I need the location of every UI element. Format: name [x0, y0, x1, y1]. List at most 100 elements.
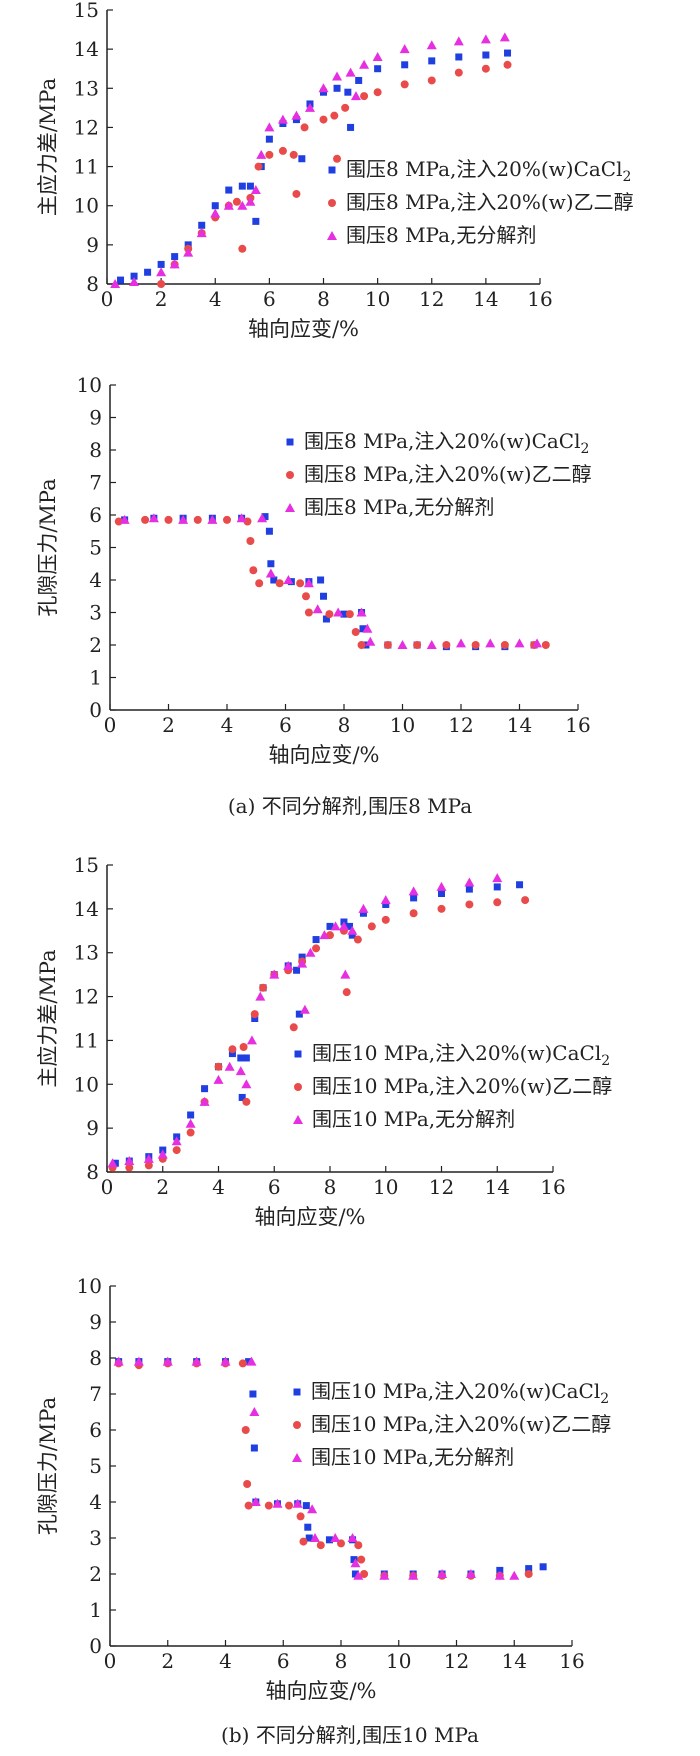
data-point	[303, 578, 314, 588]
data-point	[350, 1558, 361, 1568]
x-tick-label: 14	[502, 1649, 527, 1673]
x-tick-label: 16	[565, 713, 590, 737]
y-tick-label: 7	[89, 1382, 102, 1406]
data-point	[342, 988, 351, 997]
data-point	[255, 579, 264, 588]
y-tick-label: 8	[86, 272, 99, 296]
data-point	[442, 641, 451, 649]
data-point	[238, 244, 247, 253]
data-point	[437, 1569, 448, 1578]
caption-a: (a) 不同分解剂,围压8 MPa	[228, 794, 472, 818]
data-point	[333, 84, 341, 92]
data-point	[381, 915, 390, 924]
y-tick-label: 15	[74, 853, 99, 877]
x-tick-label: 4	[209, 287, 222, 311]
data-point	[246, 1035, 257, 1045]
data-point	[480, 34, 491, 44]
x-tick-label: 2	[162, 713, 175, 737]
y-tick-label: 3	[89, 601, 102, 625]
data-point	[249, 1407, 260, 1416]
data-point	[267, 560, 275, 568]
legend-label: 围压10 MPa,注入20%(w)CaCl2	[311, 1379, 609, 1407]
charts-group: 0 2 4 6 8 10 12 14 1689101112131415轴向应变/%主应力差/MP…	[36, 0, 634, 1703]
data-point	[456, 638, 466, 648]
y-tick-label: 10	[74, 194, 99, 218]
data-point	[289, 150, 298, 159]
data-point	[345, 67, 356, 77]
legend-marker	[285, 503, 295, 512]
data-point	[436, 881, 447, 891]
x-tick-label: 8	[317, 287, 330, 311]
data-point	[172, 1146, 181, 1155]
y-tick-label: 6	[89, 503, 102, 527]
data-point	[237, 1054, 245, 1062]
data-point	[408, 1570, 419, 1580]
data-point	[250, 1010, 259, 1019]
data-point	[500, 641, 509, 649]
y-tick-label: 12	[74, 115, 99, 139]
x-tick-label: 12	[429, 1175, 454, 1199]
series-none	[119, 513, 543, 649]
y-tick-label: 10	[77, 1274, 102, 1298]
data-point	[413, 641, 422, 649]
data-point	[354, 1541, 363, 1550]
data-point	[541, 641, 550, 649]
data-point	[304, 608, 313, 617]
data-point	[278, 146, 287, 155]
data-point	[408, 886, 419, 896]
data-point	[107, 1158, 118, 1168]
data-point	[464, 877, 475, 887]
legend-marker	[294, 1083, 302, 1091]
data-point	[251, 1015, 259, 1022]
data-point	[110, 279, 121, 288]
legend-label: 围压10 MPa,注入20%(w)CaCl2	[312, 1041, 610, 1069]
data-point	[358, 903, 369, 913]
legend-label: 围压8 MPa,无分解剂	[346, 223, 536, 247]
y-tick-label: 5	[89, 536, 102, 560]
data-point	[171, 1136, 182, 1146]
data-point	[465, 885, 473, 893]
data-point	[298, 155, 306, 163]
chart-b-pore: 0 2 4 6 8 10 12 14 16012345678910轴向应变/%孔隙压力/MPa围…	[36, 1274, 611, 1703]
legend-label: 围压10 MPa,注入20%(w)乙二醇	[312, 1074, 612, 1098]
data-point	[330, 1533, 341, 1542]
x-tick-label: 10	[390, 713, 415, 737]
data-point	[238, 1359, 247, 1368]
data-point	[249, 1390, 257, 1398]
data-point	[410, 894, 418, 902]
data-point	[351, 1570, 359, 1578]
data-point	[330, 111, 339, 120]
y-tick-label: 10	[77, 373, 102, 397]
y-axis-title: 孔隙压力/MPa	[36, 1397, 60, 1535]
data-point	[351, 628, 360, 636]
data-point	[239, 1043, 248, 1052]
data-point	[514, 638, 525, 648]
data-point	[250, 1444, 258, 1452]
data-point	[265, 568, 276, 578]
data-point	[344, 88, 352, 96]
legend: 围压10 MPa,注入20%(w)CaCl2 围压10 MPa,注入20%(w)乙…	[293, 1041, 612, 1131]
data-point	[325, 1536, 333, 1544]
data-point	[493, 898, 502, 907]
data-point	[539, 1563, 547, 1571]
legend-label: 围压8 MPa,注入20%(w)乙二醇	[304, 462, 592, 486]
data-point	[157, 1149, 168, 1159]
data-point	[187, 1111, 195, 1119]
y-tick-label: 9	[89, 1310, 102, 1334]
data-point	[232, 197, 241, 206]
data-point	[292, 1498, 303, 1508]
legend-label: 围压8 MPa,注入20%(w)乙二醇	[346, 190, 634, 214]
data-point	[225, 186, 233, 194]
data-point	[345, 610, 354, 619]
data-point	[198, 221, 206, 229]
data-point	[249, 566, 258, 575]
chart-a-stress: 0 2 4 6 8 10 12 14 16 8 9 10 11 12 13 14 15 轴向应变/% 主应力差/MP…	[36, 0, 634, 341]
data-point	[129, 277, 140, 287]
data-point	[261, 513, 269, 521]
x-tick-label: 16	[527, 287, 552, 311]
data-point	[353, 935, 362, 944]
data-point	[236, 513, 247, 523]
chart-b-stress: 0 2 4 6 8 10 12 14 16 8 9 10 11 12 13 14 15 轴向应变/% 主应力差/MP…	[36, 853, 612, 1229]
data-point	[243, 1480, 252, 1488]
data-point	[289, 1023, 298, 1032]
